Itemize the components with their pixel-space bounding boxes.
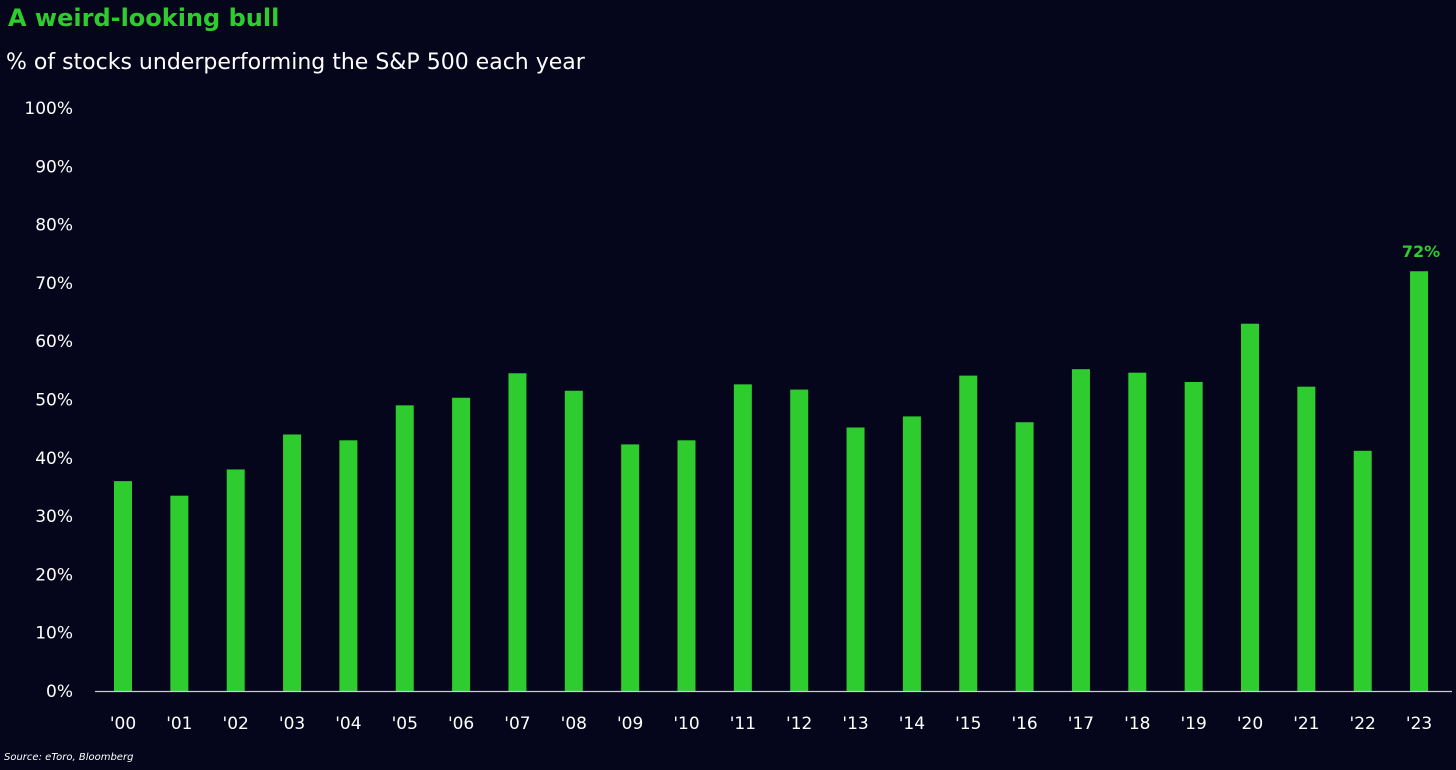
bar-23 [1410, 271, 1429, 691]
bar-08 [564, 390, 583, 691]
y-tick-label: 70% [35, 274, 73, 294]
bar-07 [508, 373, 527, 691]
chart-subtitle: % of stocks underperforming the S&P 500 … [6, 50, 585, 75]
x-tick-label: '17 [1068, 714, 1094, 734]
y-tick-label: 30% [35, 507, 73, 527]
bar-04 [339, 440, 358, 691]
source-note: Source: eToro, Bloomberg [4, 752, 134, 763]
x-tick-label: '07 [504, 714, 530, 734]
x-tick-label: '14 [899, 714, 925, 734]
data-label: 72% [1402, 242, 1440, 261]
bar-22 [1353, 450, 1372, 691]
y-tick-label: 90% [35, 157, 73, 177]
y-tick-label: 10% [35, 624, 73, 644]
bars [114, 271, 1429, 691]
y-tick-label: 60% [35, 332, 73, 352]
x-tick-label: '05 [392, 714, 418, 734]
bar-03 [283, 434, 302, 691]
x-tick-label: '12 [786, 714, 812, 734]
bar-01 [170, 495, 189, 691]
y-tick-label: 40% [35, 449, 73, 469]
x-tick-label: '03 [279, 714, 305, 734]
bar-15 [959, 375, 978, 691]
x-tick-label: '02 [223, 714, 249, 734]
y-tick-label: 50% [35, 391, 73, 411]
x-tick-label: '09 [617, 714, 643, 734]
bar-11 [733, 384, 752, 691]
x-tick-label: '21 [1293, 714, 1319, 734]
bar-19 [1184, 382, 1203, 691]
bar-21 [1297, 386, 1316, 691]
x-tick-label: '22 [1350, 714, 1376, 734]
x-tick-label: '18 [1124, 714, 1150, 734]
bar-02 [226, 469, 245, 691]
annotations: 72% [1402, 242, 1440, 261]
bar-13 [846, 427, 865, 691]
bar-10 [677, 440, 696, 691]
x-tick-label: '19 [1180, 714, 1206, 734]
bar-00 [114, 481, 132, 691]
bar-05 [395, 405, 414, 691]
x-tick-label: '23 [1406, 714, 1432, 734]
y-tick-label: 80% [35, 216, 73, 236]
chart-title: A weird-looking bull [8, 4, 280, 32]
bar-16 [1015, 422, 1034, 691]
bar-20 [1241, 323, 1259, 691]
x-tick-label: '15 [955, 714, 981, 734]
x-tick-label: '01 [166, 714, 192, 734]
bar-12 [790, 389, 809, 691]
x-tick-label: '20 [1237, 714, 1263, 734]
x-axis: '00 '01 '02 '03 '04 '05 '06 '07 '08 '09 '10 '11 '12 '… [110, 714, 1432, 734]
y-tick-label: 100% [24, 99, 73, 119]
y-axis: 0% 10% 20% 30% 40% 50% 60% 70% 80% 90% 100% [24, 99, 73, 702]
x-tick-label: '06 [448, 714, 474, 734]
x-tick-label: '04 [335, 714, 361, 734]
x-tick-label: '00 [110, 714, 136, 734]
y-tick-label: 0% [46, 682, 73, 702]
x-tick-label: '16 [1011, 714, 1037, 734]
y-tick-label: 20% [35, 565, 73, 585]
bar-18 [1128, 372, 1147, 691]
bar-09 [621, 444, 640, 691]
bar-14 [902, 416, 921, 691]
bar-17 [1071, 369, 1090, 691]
x-tick-label: '13 [842, 714, 868, 734]
bar-06 [452, 397, 471, 691]
x-tick-label: '11 [730, 714, 756, 734]
x-tick-label: '10 [673, 714, 699, 734]
x-tick-label: '08 [561, 714, 587, 734]
